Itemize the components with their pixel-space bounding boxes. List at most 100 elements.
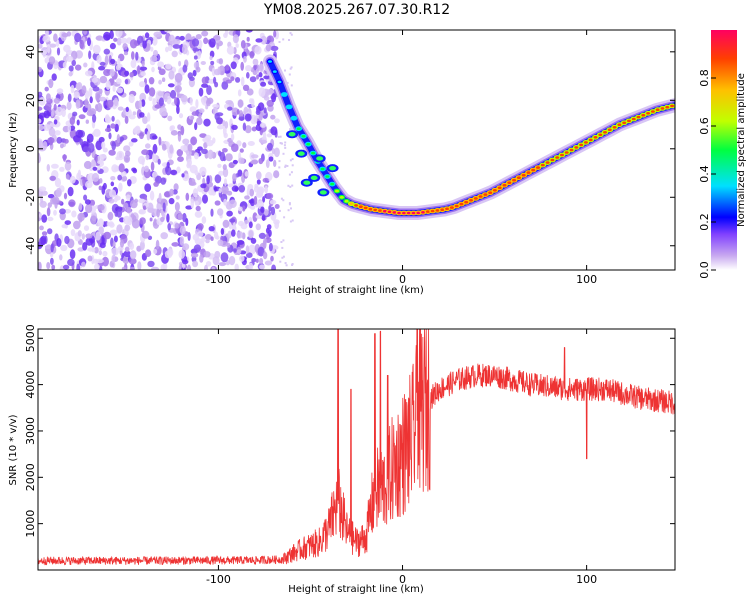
noise-blob [95, 258, 104, 264]
noise-blob [50, 110, 55, 117]
noise-blob [259, 264, 266, 270]
noise-blob [219, 151, 226, 162]
noise-blob [158, 136, 162, 146]
noise-blob [180, 94, 188, 103]
noise-blob [82, 30, 88, 35]
noise-blob [205, 234, 212, 241]
noise-blob [165, 46, 169, 53]
noise-blob [161, 143, 167, 151]
noise-dot [289, 128, 292, 131]
noise-blob [110, 58, 116, 65]
noise-blob [230, 76, 235, 82]
noise-blob [128, 114, 136, 120]
ridge-core [335, 189, 339, 193]
noise-blob [152, 98, 156, 107]
noise-blob [138, 209, 144, 215]
noise-blob [53, 119, 58, 125]
noise-blob [202, 194, 208, 204]
noise-blob [244, 171, 249, 177]
noise-blob [222, 219, 230, 228]
noise-blob [152, 171, 158, 178]
noise-blob [271, 93, 277, 103]
noise-blob [185, 192, 190, 201]
ridge-core [411, 211, 416, 215]
noise-blob [236, 231, 244, 239]
noise-blob [40, 196, 44, 204]
ridge-core [421, 211, 426, 214]
noise-blob [273, 30, 277, 38]
colorbar-tick-label: 0.4 [698, 165, 711, 183]
noise-blob [139, 92, 146, 102]
noise-blob [230, 133, 235, 141]
ridge-core [301, 135, 306, 138]
noise-blob [202, 177, 206, 185]
noise-blob [176, 149, 183, 157]
ridge-core [268, 60, 272, 63]
noise-blob [59, 208, 66, 215]
noise-blob [177, 156, 184, 163]
noise-blob [156, 208, 160, 218]
noise-blob [69, 249, 76, 260]
noise-blob [218, 58, 224, 65]
noise-blob [101, 141, 106, 149]
noise-blob [85, 233, 93, 239]
noise-blob [225, 64, 230, 71]
ridge-core [425, 210, 430, 213]
noise-blob [123, 154, 131, 163]
noise-blob [129, 242, 135, 250]
noise-blob [177, 132, 182, 142]
noise-blob [214, 174, 222, 184]
noise-blob [38, 186, 47, 192]
noise-blob [243, 55, 247, 63]
noise-blob [237, 99, 244, 108]
noise-blob [198, 108, 205, 113]
noise-blob [56, 47, 61, 56]
noise-blob [165, 63, 172, 70]
noise-blob [70, 84, 75, 94]
noise-blob [238, 185, 246, 193]
noise-blob [201, 30, 209, 37]
snr-xtick-label: 0 [399, 573, 406, 586]
noise-blob [224, 30, 229, 36]
noise-blob [206, 85, 212, 96]
noise-blob [122, 256, 130, 265]
noise-blob [192, 260, 199, 268]
noise-blob [212, 256, 220, 266]
noise-blob [200, 61, 206, 65]
noise-dot [290, 207, 292, 210]
noise-blob [201, 216, 207, 224]
noise-blob [223, 178, 228, 187]
noise-blob [137, 65, 141, 75]
noise-blob [146, 130, 151, 141]
noise-blob [127, 216, 133, 226]
noise-blob [153, 31, 162, 37]
noise-blob [131, 51, 135, 60]
snr-xlabel: Height of straight line (km) [288, 584, 424, 595]
snr-ytick-label: 1000 [24, 510, 37, 538]
noise-dot [283, 144, 286, 147]
noise-blob [102, 182, 107, 190]
noise-blob [260, 81, 267, 87]
noise-blob [129, 250, 137, 260]
noise-blob [231, 124, 238, 130]
ridge-core [636, 115, 641, 119]
noise-dot [289, 220, 292, 223]
spectrogram-ytick-label: -40 [24, 237, 37, 255]
noise-blob [65, 174, 70, 180]
noise-blob [158, 192, 162, 203]
noise-blob [185, 218, 189, 226]
noise-blob [46, 207, 51, 217]
noise-blob [111, 141, 116, 151]
noise-blob [125, 194, 131, 200]
noise-blob [203, 118, 211, 127]
noise-blob [220, 252, 229, 263]
noise-blob [198, 87, 204, 97]
noise-blob [178, 113, 184, 119]
spectrogram-ytick-label: 0 [24, 145, 37, 152]
noise-blob [60, 143, 64, 149]
noise-blob [192, 188, 199, 198]
noise-blob [91, 247, 96, 253]
spectrogram-xlabel: Height of straight line (km) [288, 285, 424, 296]
noise-blob [254, 45, 262, 55]
noise-blob [229, 199, 237, 208]
